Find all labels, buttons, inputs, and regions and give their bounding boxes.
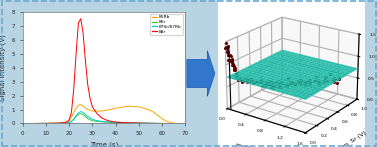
FancyArrow shape [187, 51, 215, 96]
Y-axis label: m_Sr (V): m_Sr (V) [342, 130, 367, 147]
X-axis label: m_Rb (V): m_Rb (V) [235, 141, 264, 147]
X-axis label: Time (s): Time (s) [90, 142, 118, 147]
Y-axis label: Signal Intensity (V): Signal Intensity (V) [0, 34, 6, 101]
Legend: 85Rb, 86r, 87Sr/87Rb, 88r: 85Rb, 86r, 87Sr/87Rb, 88r [150, 14, 183, 35]
